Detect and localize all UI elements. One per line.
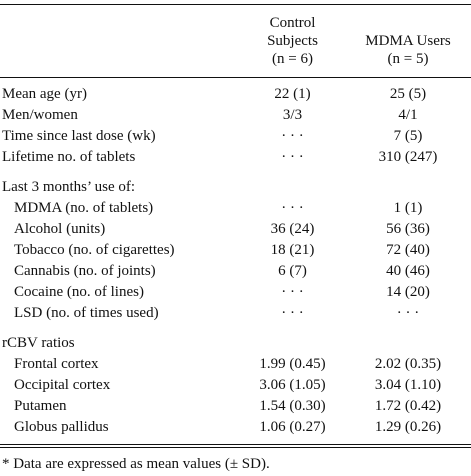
- control-value: 3/3: [282, 107, 303, 123]
- column-header-mdma-line: MDMA Users: [365, 33, 451, 49]
- column-header-mdma: MDMA Users (n = 5): [345, 32, 471, 68]
- row-label: LSD (no. of times used): [14, 305, 159, 321]
- control-value: 1.99 (0.45): [259, 356, 326, 372]
- mdma-value: 14 (20): [386, 284, 430, 300]
- row-label: MDMA (no. of tablets): [14, 200, 154, 216]
- row-label: Cannabis (no. of joints): [14, 263, 156, 279]
- mdma-value: 3.04 (1.10): [374, 377, 442, 393]
- mdma-value: 1.72 (0.42): [374, 398, 442, 414]
- control-value: · · ·: [281, 284, 304, 300]
- row-label: Frontal cortex: [14, 356, 99, 372]
- row-label: Last 3 months’ use of:: [2, 179, 136, 195]
- control-value: 1.54 (0.30): [259, 398, 326, 414]
- row-label: Mean age (yr): [2, 86, 87, 102]
- table-row: Men/women 3/3 4/1: [0, 105, 471, 126]
- control-value: · · ·: [281, 200, 304, 216]
- table-bottom-rule: [0, 444, 471, 445]
- mdma-value: 25 (5): [389, 86, 427, 102]
- row-label: Cocaine (no. of lines): [14, 284, 144, 300]
- control-value: 22 (1): [274, 86, 311, 102]
- table-row: Last 3 months’ use of:: [0, 177, 471, 198]
- row-label: Globus pallidus: [14, 419, 109, 435]
- mdma-value: 7 (5): [393, 128, 423, 144]
- table-row: Cannabis (no. of joints) 6 (7) 40 (46): [0, 261, 471, 282]
- table-row: Occipital cortex 3.06 (1.05) 3.04 (1.10): [0, 375, 471, 396]
- row-label: Occipital cortex: [14, 377, 111, 393]
- mdma-value: · · ·: [396, 305, 420, 321]
- table-row: Frontal cortex 1.99 (0.45) 2.02 (0.35): [0, 354, 471, 375]
- row-label: Putamen: [14, 398, 67, 414]
- row-label: Lifetime no. of tablets: [2, 149, 136, 165]
- table-row: Cocaine (no. of lines) · · · 14 (20): [0, 282, 471, 303]
- column-header-control-line: (n = 6): [272, 51, 313, 67]
- table-bottom-rule-double: [0, 447, 471, 448]
- row-label: Men/women: [2, 107, 78, 123]
- mdma-value: 72 (40): [386, 242, 430, 258]
- row-label: Tobacco (no. of cigarettes): [14, 242, 175, 258]
- table-row: Lifetime no. of tablets · · · 310 (247): [0, 147, 471, 168]
- table-top-rule: [0, 4, 471, 5]
- table-row: Alcohol (units) 36 (24) 56 (36): [0, 219, 471, 240]
- control-value: · · ·: [281, 305, 304, 321]
- control-value: 6 (7): [278, 263, 307, 279]
- control-value: 18 (21): [270, 242, 315, 258]
- column-header-control-line: Control: [269, 15, 316, 31]
- control-value: · · ·: [281, 149, 304, 165]
- mdma-value: 56 (36): [386, 221, 430, 237]
- table-row: Globus pallidus 1.06 (0.27) 1.29 (0.26): [0, 417, 471, 438]
- mdma-value: 310 (247): [378, 149, 438, 165]
- table-header-rule: [0, 77, 471, 78]
- control-value: · · ·: [281, 128, 304, 144]
- table-row: Putamen 1.54 (0.30) 1.72 (0.42): [0, 396, 471, 417]
- row-label: Alcohol (units): [14, 221, 106, 237]
- table-row: MDMA (no. of tablets) · · · 1 (1): [0, 198, 471, 219]
- control-value: 1.06 (0.27): [259, 419, 326, 435]
- table-row: Time since last dose (wk) · · · 7 (5): [0, 126, 471, 147]
- mdma-value: 40 (46): [386, 263, 430, 279]
- row-label: Time since last dose (wk): [2, 128, 156, 144]
- table-row: LSD (no. of times used) · · · · · ·: [0, 303, 471, 324]
- mdma-value: 4/1: [398, 107, 418, 123]
- mdma-value: 2.02 (0.35): [374, 356, 442, 372]
- mdma-value: 1.29 (0.26): [374, 419, 442, 435]
- table-row: Mean age (yr) 22 (1) 25 (5): [0, 84, 471, 105]
- table-footnote: * Data are expressed as mean values (± S…: [2, 456, 270, 472]
- column-header-control: Control Subjects (n = 6): [240, 14, 345, 68]
- control-value: 3.06 (1.05): [259, 377, 326, 393]
- control-value: 36 (24): [270, 221, 315, 237]
- row-label: rCBV ratios: [2, 335, 75, 351]
- column-header-control-line: Subjects: [267, 33, 318, 49]
- mdma-value: 1 (1): [393, 200, 423, 216]
- table-row: rCBV ratios: [0, 333, 471, 354]
- table-row: Tobacco (no. of cigarettes) 18 (21) 72 (40…: [0, 240, 471, 261]
- column-header-mdma-line: (n = 5): [387, 51, 429, 67]
